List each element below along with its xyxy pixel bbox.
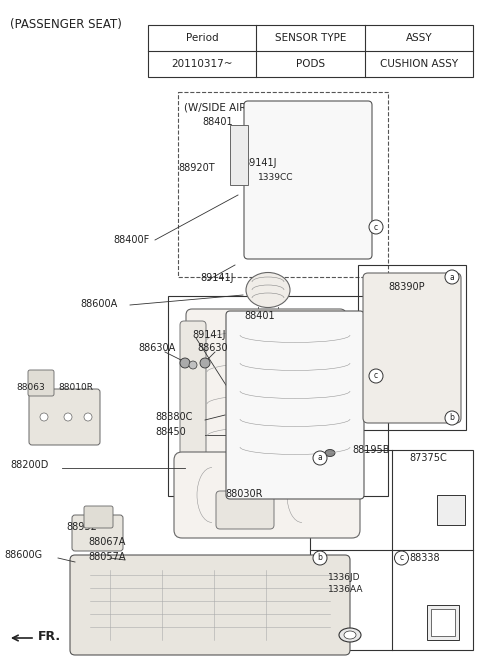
- Text: b: b: [318, 554, 323, 563]
- Text: SENSOR TYPE: SENSOR TYPE: [275, 33, 346, 43]
- FancyBboxPatch shape: [29, 389, 100, 445]
- Text: ASSY: ASSY: [406, 33, 432, 43]
- Text: (PASSENGER SEAT): (PASSENGER SEAT): [10, 18, 122, 31]
- Text: 88010R: 88010R: [58, 382, 93, 391]
- Text: 88400F: 88400F: [113, 235, 149, 245]
- Text: 88600G: 88600G: [4, 550, 42, 560]
- Text: 88200D: 88200D: [10, 460, 48, 470]
- Text: CUSHION ASSY: CUSHION ASSY: [380, 59, 458, 69]
- Circle shape: [369, 220, 383, 234]
- Circle shape: [313, 551, 327, 565]
- FancyBboxPatch shape: [226, 311, 364, 499]
- Circle shape: [84, 413, 92, 421]
- Text: b: b: [450, 413, 455, 422]
- FancyBboxPatch shape: [180, 321, 206, 464]
- Text: 88401: 88401: [202, 117, 233, 127]
- Circle shape: [313, 451, 327, 465]
- Text: 89141J: 89141J: [200, 273, 233, 283]
- Circle shape: [64, 413, 72, 421]
- Bar: [178, 92, 388, 277]
- Circle shape: [189, 361, 197, 369]
- Text: 88401: 88401: [244, 311, 275, 321]
- Circle shape: [445, 411, 459, 425]
- Text: FR.: FR.: [38, 631, 61, 643]
- Circle shape: [395, 551, 408, 565]
- FancyBboxPatch shape: [72, 515, 123, 551]
- Text: 89141J: 89141J: [243, 158, 276, 168]
- Text: 88600A: 88600A: [80, 299, 117, 309]
- Bar: [168, 296, 388, 496]
- Circle shape: [200, 358, 210, 368]
- Ellipse shape: [325, 449, 335, 457]
- Text: c: c: [374, 223, 378, 231]
- Text: a: a: [450, 273, 455, 281]
- Ellipse shape: [344, 631, 356, 639]
- Text: 88030R: 88030R: [225, 489, 263, 499]
- Ellipse shape: [246, 273, 290, 308]
- Circle shape: [369, 369, 383, 383]
- Bar: [431, 609, 455, 636]
- Text: 88390P: 88390P: [388, 282, 425, 292]
- Text: 1336AA: 1336AA: [328, 585, 363, 594]
- Circle shape: [40, 413, 48, 421]
- Text: 88920T: 88920T: [178, 163, 215, 173]
- Text: c: c: [399, 554, 404, 563]
- Bar: [427, 605, 458, 640]
- Bar: [148, 25, 473, 77]
- Ellipse shape: [339, 628, 361, 642]
- Text: c: c: [374, 372, 378, 380]
- FancyBboxPatch shape: [70, 555, 350, 655]
- FancyBboxPatch shape: [84, 506, 113, 528]
- Text: 88067A: 88067A: [88, 537, 125, 547]
- Bar: [230, 125, 248, 185]
- FancyBboxPatch shape: [186, 309, 346, 476]
- FancyBboxPatch shape: [244, 101, 372, 259]
- Bar: [358, 265, 466, 430]
- Circle shape: [445, 270, 459, 284]
- Text: 20110317~: 20110317~: [171, 59, 233, 69]
- Text: 87375C: 87375C: [409, 453, 447, 463]
- Circle shape: [180, 358, 190, 368]
- Text: 88952: 88952: [66, 522, 97, 532]
- Text: Period: Period: [186, 33, 218, 43]
- Text: 88380C: 88380C: [155, 412, 192, 422]
- FancyBboxPatch shape: [363, 273, 461, 423]
- Text: (W/SIDE AIR BAG): (W/SIDE AIR BAG): [184, 102, 276, 112]
- Text: 89141J: 89141J: [192, 330, 226, 340]
- FancyBboxPatch shape: [174, 452, 360, 538]
- Text: a: a: [318, 453, 323, 463]
- FancyBboxPatch shape: [216, 491, 274, 529]
- Text: 88063: 88063: [16, 382, 45, 391]
- Text: 88450: 88450: [155, 427, 186, 437]
- Text: 88338: 88338: [409, 553, 440, 563]
- Text: 1339CC: 1339CC: [258, 173, 293, 183]
- Text: 88195B: 88195B: [352, 445, 389, 455]
- Text: 88630A: 88630A: [138, 343, 175, 353]
- Text: 1336JD: 1336JD: [328, 573, 360, 583]
- Bar: [310, 450, 473, 650]
- Text: 88057A: 88057A: [88, 552, 125, 562]
- FancyBboxPatch shape: [28, 370, 54, 396]
- Bar: [436, 495, 465, 525]
- Text: 88630: 88630: [197, 343, 228, 353]
- Text: PODS: PODS: [296, 59, 325, 69]
